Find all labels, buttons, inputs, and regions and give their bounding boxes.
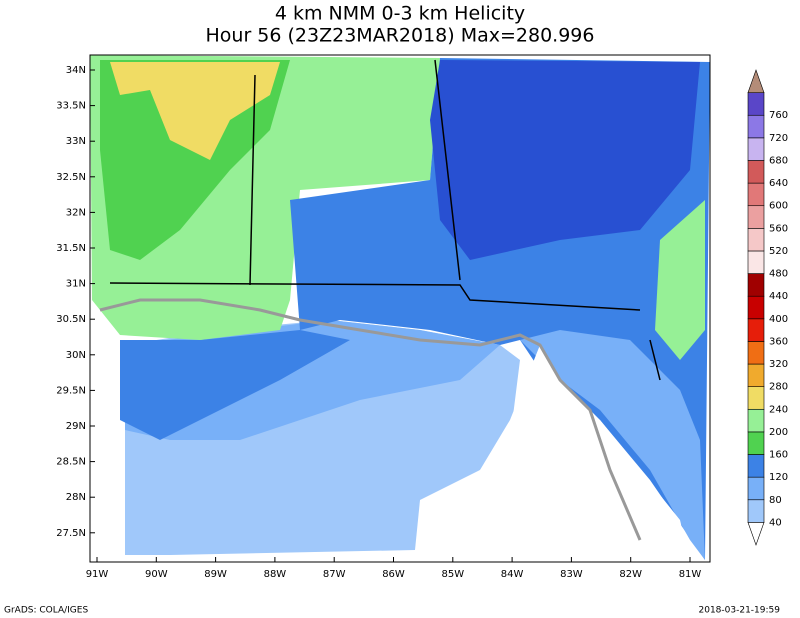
lon-label: 90W <box>145 569 168 580</box>
colorbar-box <box>747 499 765 523</box>
colorbar-label: 360 <box>769 336 788 347</box>
colorbar-label: 200 <box>769 427 788 438</box>
title-line-2: Hour 56 (23Z23MAR2018) Max=280.996 <box>206 25 595 47</box>
colorbar-label: 400 <box>769 314 788 325</box>
colorbar-cap <box>747 69 765 93</box>
lat-label: 30N <box>66 350 86 361</box>
colorbar-box <box>747 228 765 252</box>
colorbar-box <box>747 295 765 320</box>
lon-label: 85W <box>441 569 464 580</box>
colorbar-box <box>747 408 765 433</box>
colorbar-box <box>747 386 765 410</box>
colorbar-box <box>747 431 765 455</box>
east-dark-blue <box>430 60 700 260</box>
footer-right: 2018-03-21-19:59 <box>699 606 781 616</box>
lon-label: 86W <box>382 569 405 580</box>
colorbar-label: 720 <box>769 133 788 144</box>
colorbar: 40 80 120 160 200 240 280 320 360 400 440 480 520 560… <box>747 69 788 546</box>
map-frame <box>89 54 711 563</box>
coast-blue <box>120 330 350 440</box>
colorbar-label: 480 <box>769 269 788 280</box>
colorbar-box <box>747 160 765 184</box>
colorbar-label: 560 <box>769 223 788 234</box>
atlantic-green <box>655 200 705 360</box>
colorbar-box <box>747 114 765 139</box>
colorbar-box <box>747 454 765 478</box>
lon-label: 87W <box>323 569 346 580</box>
colorbar-box <box>747 250 765 274</box>
coastline <box>99 298 642 541</box>
colorbar-box <box>747 363 765 387</box>
lon-label: 88W <box>264 569 287 580</box>
lat-label: 31N <box>66 279 86 290</box>
colorbar-label: 640 <box>769 178 788 189</box>
lon-label: 83W <box>560 569 583 580</box>
colorbar-label: 120 <box>769 472 788 483</box>
colorbar-label: 600 <box>769 201 788 212</box>
colorbar-label: 520 <box>769 246 788 257</box>
colorbar-label: 240 <box>769 404 788 415</box>
lat-label: 29.5N <box>56 385 86 396</box>
lon-label: 89W <box>204 569 227 580</box>
title-line-1: 4 km NMM 0-3 km Helicity <box>275 3 525 25</box>
florida-blank <box>420 345 690 562</box>
lat-label: 29N <box>66 421 86 432</box>
colorbar-label: 160 <box>769 450 788 461</box>
colorbar-label: 280 <box>769 382 788 393</box>
axis-labels: 34N 33.5N 33N 32.5N 32N 31.5N 31N 30.5N 30N 29.5N… <box>56 65 701 580</box>
lon-label: 82W <box>619 569 642 580</box>
map-fields <box>90 55 710 562</box>
lat-label: 33N <box>66 136 86 147</box>
footer-left: GrADS: COLA/IGES <box>4 606 88 616</box>
map <box>89 54 711 563</box>
land-yellow <box>110 62 280 160</box>
lat-label: 33.5N <box>56 101 86 112</box>
lon-label: 81W <box>679 569 702 580</box>
colorbar-box <box>747 137 765 161</box>
lon-label: 91W <box>86 569 109 580</box>
colorbar-box <box>747 476 765 501</box>
colorbar-box <box>747 92 765 116</box>
colorbar-box <box>747 182 765 207</box>
lat-label: 28.5N <box>56 457 86 468</box>
colorbar-box <box>747 341 765 365</box>
lat-label: 27.5N <box>56 528 86 539</box>
lat-label: 34N <box>66 65 86 76</box>
colorbar-label: 320 <box>769 359 788 370</box>
lat-label: 28N <box>66 492 86 503</box>
colorbar-box <box>747 273 765 297</box>
colorbar-label: 40 <box>769 517 782 528</box>
lat-label: 32N <box>66 207 86 218</box>
colorbar-label: 80 <box>769 495 782 506</box>
state-borders <box>109 59 661 381</box>
lon-label: 84W <box>501 569 524 580</box>
lat-label: 32.5N <box>56 172 86 183</box>
colorbar-label: 680 <box>769 155 788 166</box>
colorbar-label: 760 <box>769 110 788 121</box>
colorbar-label: 440 <box>769 291 788 302</box>
colorbar-box <box>747 318 765 342</box>
colorbar-box <box>747 205 765 229</box>
lat-label: 31.5N <box>56 243 86 254</box>
florida-blue <box>520 330 705 560</box>
lat-label: 30.5N <box>56 314 86 325</box>
